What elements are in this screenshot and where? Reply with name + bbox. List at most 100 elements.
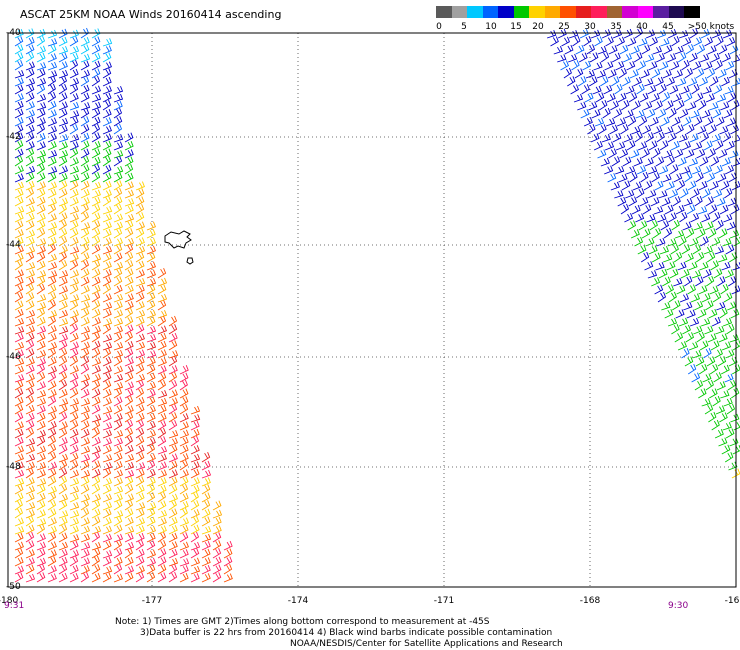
wind-barb	[146, 229, 156, 239]
note-line-3: NOAA/NESDIS/Center for Satellite Applica…	[290, 639, 563, 649]
wind-barb	[179, 453, 189, 463]
wind-barb	[36, 132, 46, 143]
wind-barb	[80, 549, 90, 559]
wind-barb	[69, 284, 79, 295]
wind-barb	[25, 68, 35, 79]
wind-barb	[157, 340, 167, 351]
wind-barb	[47, 315, 57, 327]
wind-barb	[720, 364, 730, 375]
wind-barb	[36, 35, 46, 47]
wind-barb	[615, 165, 625, 175]
wind-barb	[705, 379, 714, 391]
wind-barb	[47, 203, 57, 215]
wind-barb	[713, 372, 722, 383]
wind-barb	[91, 141, 101, 151]
wind-barb	[69, 277, 79, 287]
wind-barb	[590, 29, 601, 39]
wind-barb	[685, 227, 695, 239]
legend-swatch	[637, 6, 653, 18]
wind-barb	[91, 445, 101, 455]
wind-barb	[14, 572, 24, 583]
wind-barb	[91, 204, 101, 215]
wind-barb	[557, 54, 567, 63]
wind-barb	[25, 492, 35, 503]
wind-barb	[102, 397, 112, 407]
wind-barb	[102, 195, 112, 207]
wind-barb	[69, 420, 79, 431]
wind-barb	[146, 389, 156, 399]
wind-barb	[69, 246, 80, 255]
wind-barb	[725, 428, 735, 439]
wind-barb	[25, 317, 35, 327]
wind-barb	[47, 38, 58, 47]
wind-barb	[69, 294, 80, 303]
wind-barb	[706, 68, 716, 79]
wind-barb	[25, 461, 35, 471]
wind-barb	[25, 36, 35, 47]
wind-barb	[687, 284, 696, 295]
wind-barb	[25, 573, 36, 583]
wind-barb	[25, 292, 35, 303]
wind-barb	[682, 37, 692, 47]
wind-barb	[656, 53, 665, 63]
wind-barb	[645, 29, 655, 39]
wind-barb	[58, 219, 67, 231]
wind-barb	[632, 100, 641, 111]
wind-barb	[69, 205, 80, 215]
wind-barb	[36, 307, 46, 319]
wind-barb	[567, 76, 576, 87]
wind-barb	[102, 237, 112, 247]
wind-barb	[658, 268, 668, 279]
wind-barb	[47, 573, 57, 583]
wind-barb	[36, 484, 46, 495]
wind-barb	[709, 102, 719, 111]
wind-barb	[102, 517, 112, 527]
wind-barb	[688, 52, 698, 63]
wind-barb	[36, 196, 46, 207]
wind-barb	[706, 356, 716, 367]
legend-swatch	[451, 6, 467, 18]
legend-label: 30	[584, 22, 596, 32]
wind-barb	[124, 427, 134, 439]
wind-barb	[157, 397, 168, 407]
wind-barb	[113, 203, 123, 215]
wind-barb	[135, 556, 145, 567]
wind-barb	[47, 299, 56, 311]
wind-barb	[168, 404, 178, 415]
wind-barb	[703, 347, 712, 359]
wind-barb	[47, 29, 58, 39]
wind-barb	[692, 350, 702, 359]
wind-barb	[14, 557, 24, 567]
wind-barb	[717, 276, 726, 287]
wind-barb	[25, 404, 35, 415]
wind-barb	[678, 30, 689, 39]
wind-barb	[212, 516, 222, 527]
wind-barb	[69, 59, 79, 71]
wind-barb	[660, 116, 670, 127]
wind-barb	[157, 325, 167, 335]
wind-barb	[80, 172, 90, 183]
wind-barb	[80, 203, 89, 215]
wind-barb	[721, 157, 731, 167]
wind-barb	[146, 572, 156, 583]
wind-barb	[14, 132, 24, 143]
wind-barb	[726, 117, 736, 127]
wind-barb	[599, 99, 608, 111]
wind-barb	[113, 309, 123, 319]
wind-barb	[69, 540, 79, 551]
wind-barb	[124, 268, 134, 279]
wind-barb	[179, 459, 189, 471]
wind-barb	[124, 572, 134, 583]
wind-barb	[157, 404, 167, 415]
wind-barb	[80, 476, 90, 487]
chatham-island-main	[164, 230, 192, 249]
wind-barb	[190, 428, 200, 439]
wind-barb	[80, 533, 90, 543]
wind-barb	[623, 28, 633, 39]
wind-barb	[594, 36, 603, 47]
wind-barb	[701, 398, 711, 407]
wind-barb	[69, 165, 80, 175]
wind-barb	[624, 109, 634, 119]
wind-barb	[113, 510, 124, 519]
wind-barb	[69, 110, 80, 119]
